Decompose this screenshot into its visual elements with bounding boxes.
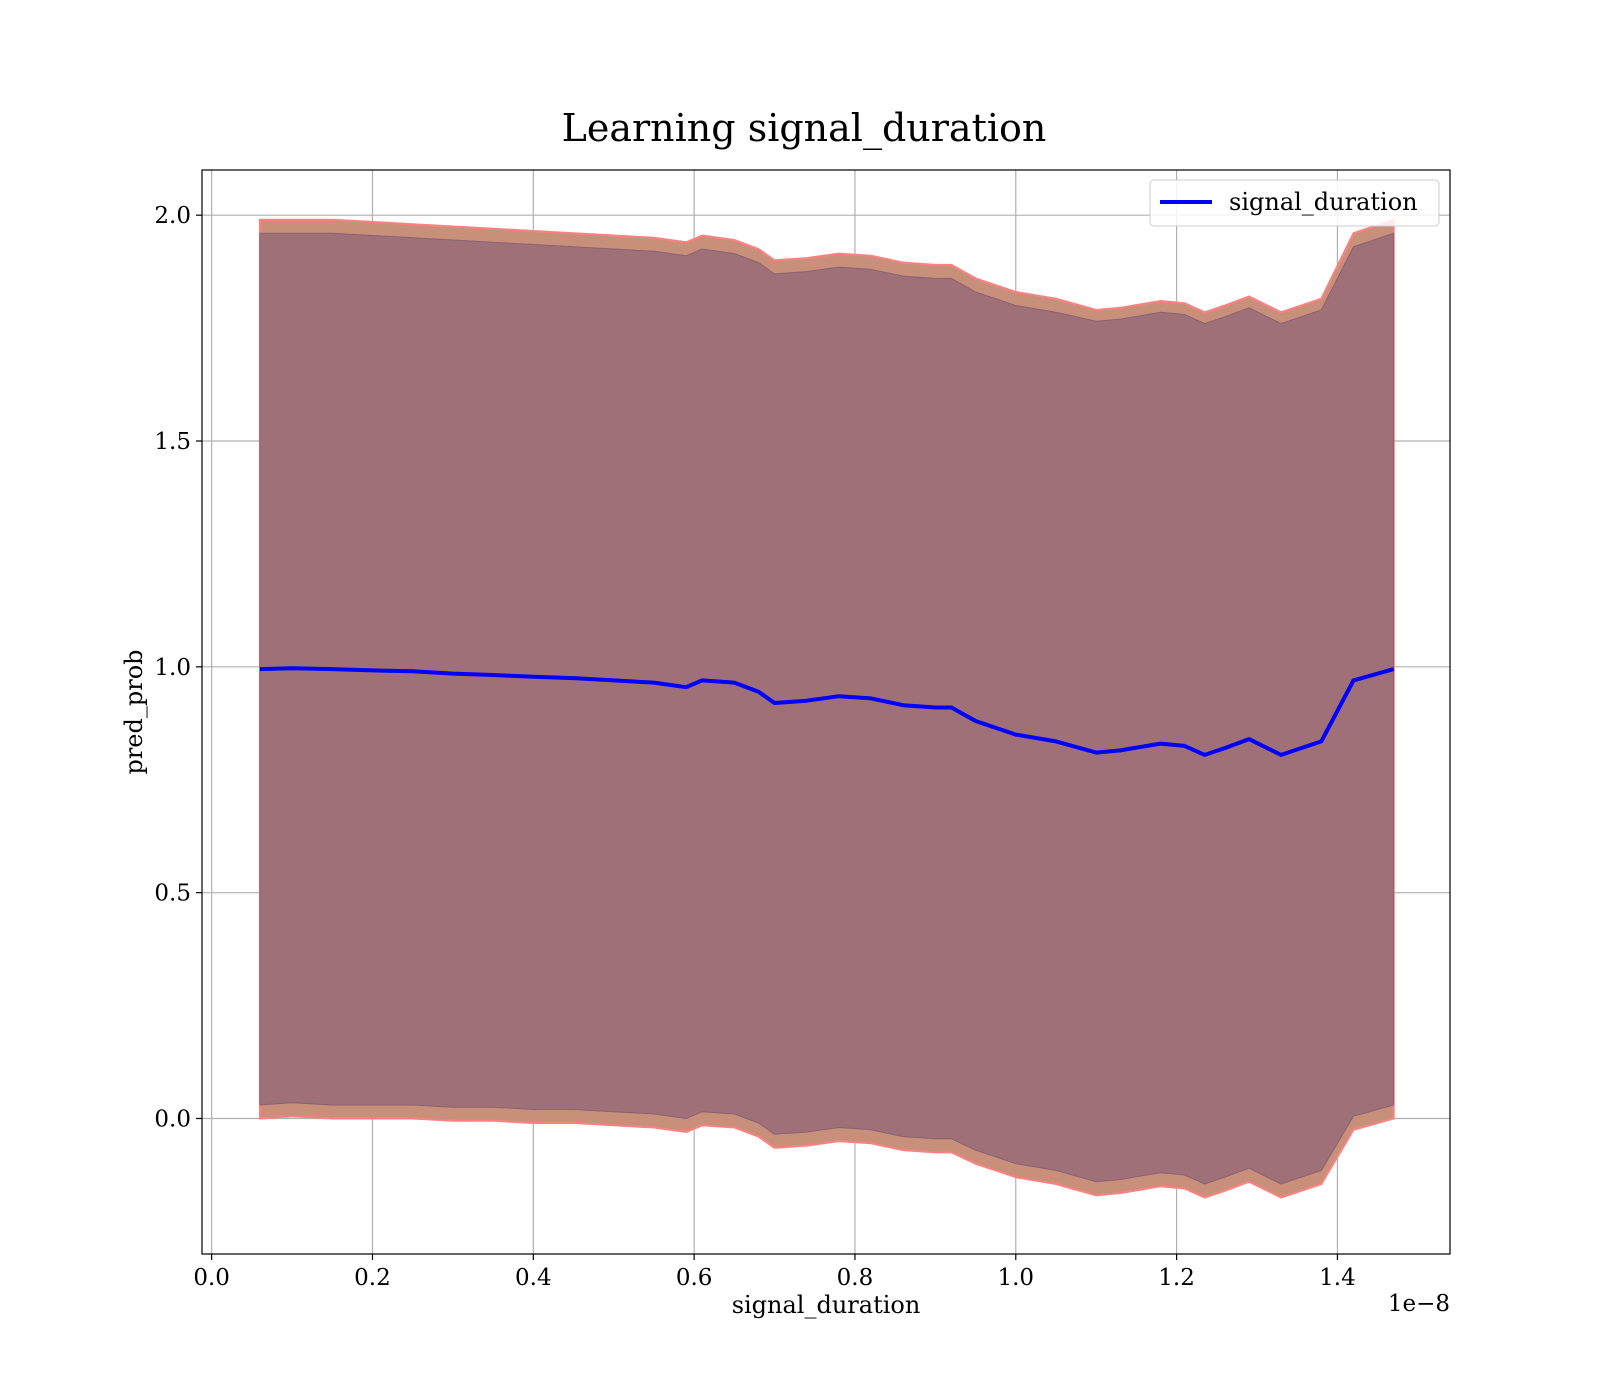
y-axis-label: pred_prob	[120, 649, 148, 774]
y-tick-label-4: 2.0	[154, 203, 191, 229]
band-inner	[259, 232, 1395, 1185]
series-lines	[259, 666, 1395, 757]
y-tick-label-0: 0.0	[154, 1107, 191, 1133]
chart-title: Learning signal_duration	[562, 106, 1047, 151]
x-tick-label-3: 0.6	[676, 1265, 713, 1291]
series-line-signal-duration	[259, 666, 1395, 757]
x-tick-label-2: 0.4	[515, 1265, 552, 1291]
x-tick-label-4: 0.8	[837, 1265, 874, 1291]
plot-frame	[201, 169, 1451, 1255]
x-axis-label: signal_duration	[732, 1291, 921, 1319]
legend-box	[1149, 179, 1440, 227]
y-tick-label-2: 1.0	[154, 655, 191, 681]
x-tick-label-6: 1.2	[1158, 1265, 1195, 1291]
x-tick-label-5: 1.0	[997, 1265, 1034, 1291]
x-tick-label-7: 1.4	[1319, 1265, 1356, 1291]
y-axis-ticks: 0.0 0.5 1.0 1.5 2.0	[154, 203, 202, 1133]
legend-label-signal-duration: signal_duration	[1229, 188, 1418, 216]
x-tick-label-1: 0.2	[354, 1265, 391, 1291]
x-tick-label-0: 0.0	[193, 1265, 230, 1291]
legend: signal_duration	[1149, 179, 1440, 227]
y-tick-label-3: 1.5	[154, 429, 191, 455]
y-tick-label-1: 0.5	[154, 881, 191, 907]
confidence-bands	[258, 218, 1395, 1199]
x-axis-offset-text: 1e−8	[1388, 1291, 1450, 1317]
x-axis-ticks: 0.0 0.2 0.4 0.6 0.8 1.0 1.2 1.4	[193, 1254, 1356, 1291]
